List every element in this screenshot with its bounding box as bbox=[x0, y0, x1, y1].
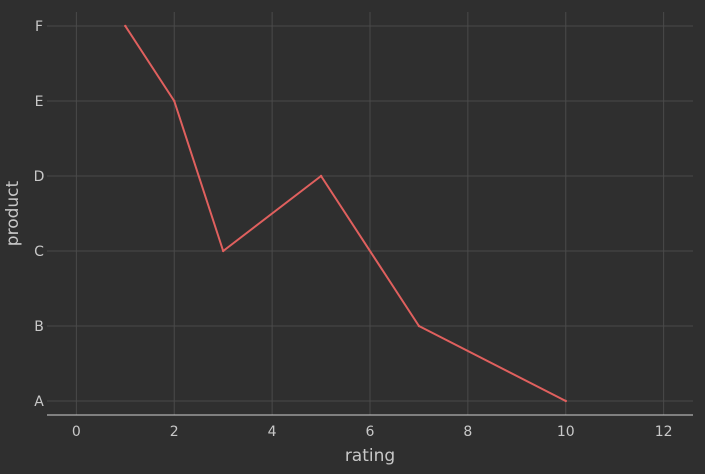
series-line bbox=[124, 25, 567, 402]
x-tick-label: 6 bbox=[366, 424, 375, 440]
data-point bbox=[564, 399, 567, 403]
x-tick-label: 10 bbox=[557, 424, 575, 440]
x-tick-label: 4 bbox=[268, 424, 277, 440]
x-tick-label: 12 bbox=[655, 424, 673, 440]
y-tick-label: F bbox=[35, 19, 43, 35]
data-point bbox=[417, 324, 421, 328]
x-axis-title: rating bbox=[345, 446, 395, 466]
x-tick-labels: 0 2 4 6 8 10 12 bbox=[72, 424, 673, 440]
y-tick-label: A bbox=[34, 394, 44, 410]
y-tick-labels: A B C D E F bbox=[34, 19, 45, 410]
y-tick-label: C bbox=[34, 244, 44, 260]
x-tick-label: 8 bbox=[463, 424, 472, 440]
data-point bbox=[173, 99, 176, 103]
y-tick-label: B bbox=[34, 319, 44, 335]
series bbox=[124, 24, 567, 403]
data-point bbox=[124, 24, 127, 28]
data-point bbox=[319, 174, 323, 178]
y-axis-title: product bbox=[3, 180, 23, 246]
y-tick-label: D bbox=[34, 169, 45, 185]
grid bbox=[47, 12, 693, 415]
data-point bbox=[221, 249, 225, 253]
x-tick-label: 0 bbox=[72, 424, 81, 440]
x-tick-label: 2 bbox=[170, 424, 179, 440]
y-tick-label: E bbox=[35, 94, 44, 110]
